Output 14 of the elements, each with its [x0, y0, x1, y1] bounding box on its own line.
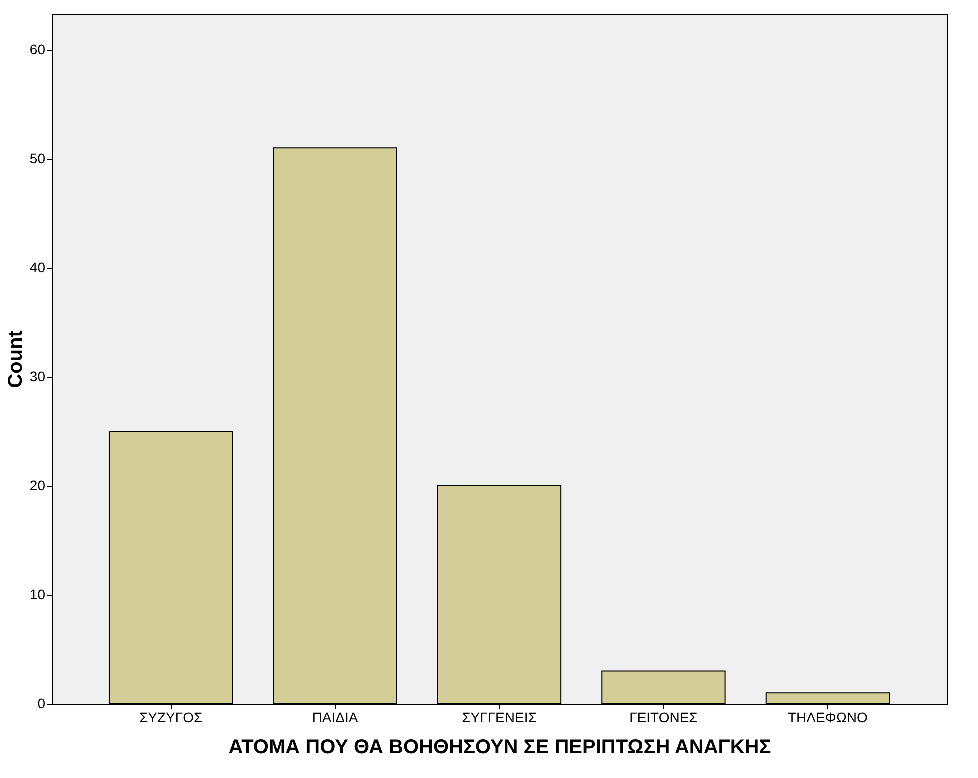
y-tick-label: 0 [38, 696, 46, 712]
x-tick-label: ΓΕΙΤΟΝΕΣ [630, 710, 698, 726]
y-tick-label: 40 [30, 259, 46, 276]
y-tick-label: 60 [30, 41, 46, 58]
x-tick-label: ΤΗΛΕΦΩΝΟ [788, 710, 868, 726]
y-tick-label: 20 [30, 477, 46, 494]
y-tick-label: 30 [30, 368, 46, 384]
y-tick-label: 50 [30, 150, 46, 166]
y-tick-label: 10 [30, 586, 46, 602]
x-tick-label: ΣΥΖΥΓΟΣ [139, 710, 203, 726]
x-axis-title: ΑΤΟΜΑ ΠΟΥ ΘΑ ΒΟΗΘΗΣΟΥΝ ΣΕ ΠΕΡΙΠΤΩΣΗ ΑΝΑΓΚΗΣ [228, 736, 772, 758]
x-tick-label: ΣΥΓΓΕΝΕΙΣ [462, 710, 538, 726]
x-tick-label: ΠΑΙΔΙΑ [312, 710, 359, 726]
y-axis-title: Count [4, 330, 27, 388]
